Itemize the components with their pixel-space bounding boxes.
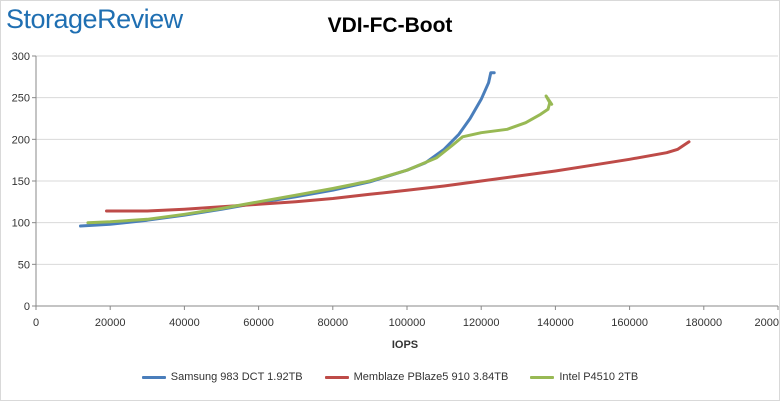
brand-logo: StorageReview (6, 4, 183, 35)
x-axis-label: IOPS (392, 339, 418, 351)
legend-item-1: Samsung 983 DCT 1.92TB (141, 371, 303, 383)
y-tick-label: 0 (24, 301, 30, 313)
y-tick-label: 50 (18, 259, 30, 271)
legend-label: Samsung 983 DCT 1.92TB (170, 371, 303, 383)
legend-label: Intel P4510 2TB (559, 371, 639, 383)
legend-item-3: Intel P4510 2TB (530, 371, 638, 383)
legend-swatch (530, 375, 555, 379)
legend-swatch (324, 375, 349, 379)
x-tick-label: 20000 (95, 317, 126, 329)
y-tick-label: 100 (12, 218, 30, 230)
x-tick-label: 100000 (389, 317, 426, 329)
legend-item-2: Memblaze PBlaze5 910 3.84TB (324, 371, 509, 383)
y-tick-label: 150 (12, 176, 30, 188)
y-tick-label: 250 (12, 93, 30, 105)
gridlines (36, 55, 778, 265)
series-lines (79, 71, 691, 228)
legend-label: Memblaze PBlaze5 910 3.84TB (353, 371, 509, 383)
legend: Samsung 983 DCT 1.92TB Memblaze PBlaze5 9… (0, 371, 780, 383)
y-tick-label: 300 (12, 51, 30, 63)
x-tick-label: 160000 (611, 317, 648, 329)
x-tick-label: 80000 (318, 317, 349, 329)
x-tick-label: 180000 (685, 317, 722, 329)
series-line-2 (105, 140, 691, 213)
x-tick-label: 40000 (169, 317, 200, 329)
y-axis-ticks: 0 50 100 150 200 250 300 (12, 51, 36, 313)
brand-name: StorageReview (6, 4, 183, 34)
x-tick-label: 0 (33, 317, 39, 329)
series-line-3 (86, 94, 554, 225)
x-tick-label: 2000 (755, 317, 779, 329)
x-axis-ticks: 0 20000 40000 60000 80000 100000 120000 140000 1… (33, 306, 779, 329)
x-tick-label: 140000 (537, 317, 574, 329)
y-tick-label: 200 (12, 134, 30, 146)
x-tick-label: 120000 (463, 317, 500, 329)
x-tick-label: 60000 (243, 317, 274, 329)
legend-swatch (141, 375, 166, 379)
chart-title: VDI-FC-Boot (327, 14, 453, 37)
